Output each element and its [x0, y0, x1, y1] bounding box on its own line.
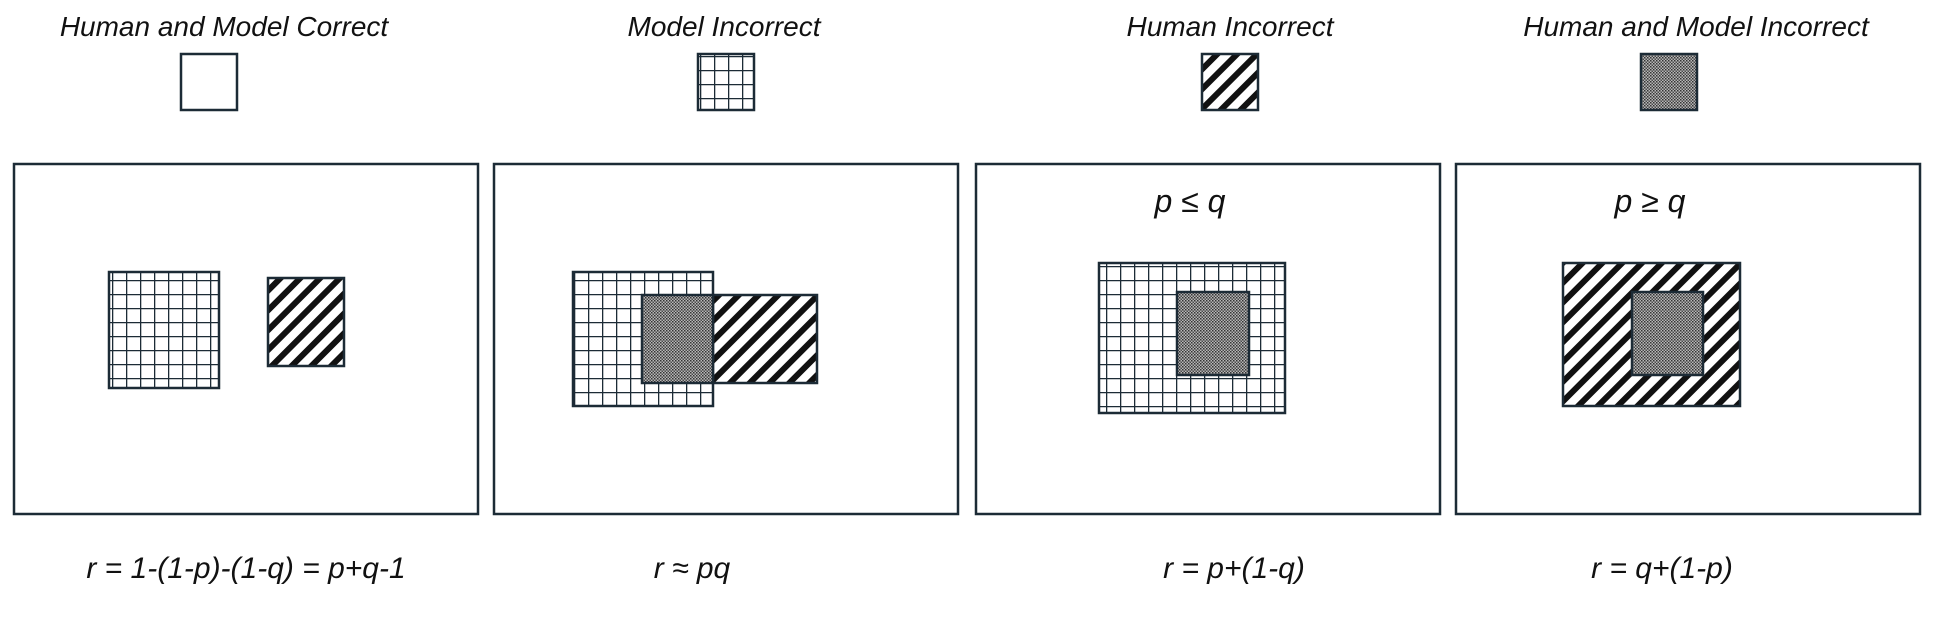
model-incorrect-region — [107, 270, 221, 390]
legend-item-model-incorrect: Model Incorrect — [628, 11, 822, 112]
panel-frame — [974, 162, 1442, 516]
legend: Human and Model Correct Model Incorrect … — [60, 11, 1870, 112]
both-incorrect-region — [640, 293, 715, 385]
panel-condition: p ≥ q — [1614, 183, 1686, 219]
panel-1: r = 1-(1-p)-(1-q) = p+q-1 — [12, 162, 480, 585]
panel-frame — [492, 162, 960, 516]
legend-label-human-incorrect: Human Incorrect — [1127, 11, 1335, 42]
panel-4: p ≥ q r = q+(1-p) — [1454, 162, 1922, 585]
panel-formula: r = q+(1-p) — [1591, 552, 1733, 585]
legend-item-both-incorrect: Human and Model Incorrect — [1523, 11, 1870, 112]
panel-3: p ≤ q r = p+(1-q) — [974, 162, 1442, 585]
panel-condition: p ≤ q — [1154, 183, 1226, 219]
legend-swatch-hatch — [1200, 52, 1260, 112]
legend-label-correct: Human and Model Correct — [60, 11, 390, 42]
panel-formula: r = p+(1-q) — [1163, 552, 1305, 585]
panel-frame — [1454, 162, 1922, 516]
panel-formula: r = 1-(1-p)-(1-q) = p+q-1 — [86, 552, 405, 585]
both-incorrect-region — [1175, 290, 1251, 377]
human-incorrect-region — [266, 276, 346, 368]
panel-2: r ≈ pq — [492, 162, 960, 585]
legend-swatch-dots — [1639, 52, 1699, 112]
legend-label-both-incorrect: Human and Model Incorrect — [1523, 11, 1870, 42]
both-incorrect-region — [1630, 290, 1705, 377]
panel-frame — [12, 162, 480, 516]
legend-item-human-incorrect: Human Incorrect — [1127, 11, 1335, 112]
legend-label-model-incorrect: Model Incorrect — [628, 11, 822, 42]
legend-swatch-blank — [179, 52, 239, 112]
human-incorrect-region — [711, 293, 819, 385]
legend-swatch-grid — [696, 52, 756, 112]
legend-item-correct: Human and Model Correct — [60, 11, 390, 112]
panel-formula: r ≈ pq — [654, 552, 731, 585]
